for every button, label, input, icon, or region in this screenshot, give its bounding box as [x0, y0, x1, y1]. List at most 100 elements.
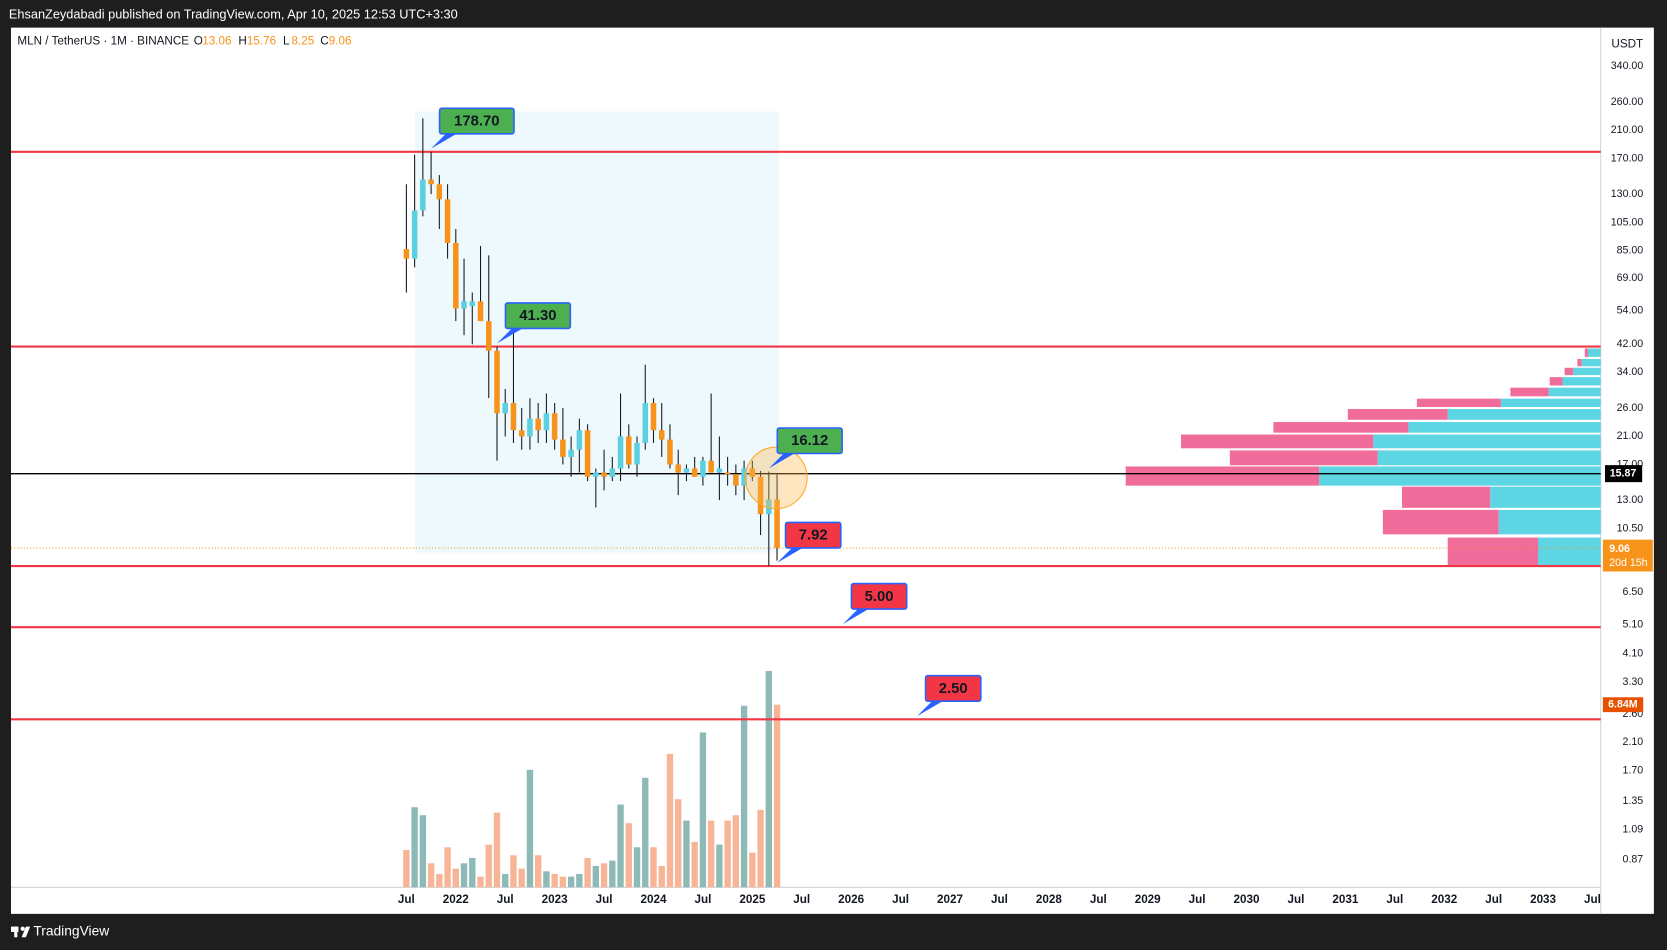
ohlc-value: 15.76: [247, 35, 276, 48]
volume-bar: [419, 815, 427, 888]
candle-body: [757, 476, 764, 515]
volume-bar: [469, 857, 476, 888]
range-box: [414, 111, 780, 553]
y-tick-label: 0.87: [1623, 853, 1644, 865]
profile-down: [1180, 434, 1374, 449]
ohlc-label: C: [320, 35, 328, 48]
candle-body: [527, 418, 533, 437]
candle-body: [535, 418, 541, 431]
volume-bar: [518, 868, 525, 888]
profile-up: [1490, 486, 1601, 508]
volume-bar: [609, 860, 616, 888]
candle-body: [601, 472, 607, 477]
callout: [776, 427, 843, 455]
candle-body: [749, 468, 756, 477]
y-tick-label: 210.00: [1611, 124, 1644, 136]
profile-up: [1573, 367, 1601, 376]
candle-body: [642, 403, 649, 443]
volume-bar: [576, 873, 583, 888]
volume-bar: [502, 873, 509, 888]
candle-body: [691, 468, 698, 477]
callout-label: 178.70: [454, 113, 499, 129]
volume-bar: [699, 732, 707, 888]
x-tick-label: Jul: [892, 893, 909, 906]
candle-body: [568, 449, 574, 457]
y-tick-label: 340.00: [1611, 60, 1644, 72]
volume-bar: [724, 820, 731, 888]
volume-bar: [716, 844, 723, 888]
candle-body: [428, 179, 434, 185]
callout-pointer: [842, 609, 869, 624]
candle-body: [494, 350, 500, 414]
x-tick-label: Jul: [1189, 893, 1206, 906]
candle-body: [461, 301, 467, 309]
y-tick-label: 54.00: [1617, 305, 1644, 317]
x-tick-label: Jul: [1584, 893, 1601, 906]
callout-label: 2.50: [939, 681, 968, 697]
hline-tag: [1604, 465, 1643, 483]
volume-bar: [749, 852, 756, 888]
candle-body: [469, 301, 476, 307]
callout-pointer: [431, 133, 457, 149]
volume-bar: [675, 799, 682, 888]
x-tick-label: Jul: [1485, 893, 1502, 906]
publisher: EhsanZeydabadi published on TradingView.…: [9, 6, 458, 21]
volume-bar: [642, 777, 649, 888]
profile-down: [1416, 398, 1501, 408]
candle-body: [626, 436, 632, 465]
candle-body: [436, 184, 443, 200]
candle-body: [411, 210, 418, 259]
x-tick-label: 2025: [739, 893, 765, 906]
volume-bar: [510, 855, 517, 888]
profile-up: [1498, 509, 1601, 535]
x-tick-label: Jul: [398, 893, 415, 906]
y-tick-label: 170.00: [1611, 152, 1644, 164]
ohlc-label: H: [238, 35, 246, 48]
x-tick-label: 2029: [1135, 893, 1161, 906]
profile-down: [1577, 358, 1582, 367]
volume-bar: [600, 863, 608, 888]
volume-bar: [584, 857, 591, 888]
x-tick-label: 2026: [838, 893, 864, 906]
callout: [924, 674, 982, 702]
callout-label: 5.00: [865, 589, 894, 605]
ohlc-value: 13.06: [202, 35, 231, 48]
volume-bar: [666, 753, 674, 888]
candle-body: [716, 468, 723, 473]
volume-bar: [773, 704, 781, 888]
profile-down: [1273, 422, 1409, 433]
volume-bar: [633, 847, 641, 888]
candle-body: [551, 413, 558, 440]
profile-up: [1562, 377, 1601, 386]
x-tick-label: 2031: [1332, 893, 1358, 906]
y-tick-label: 13.00: [1617, 494, 1644, 506]
candle-body: [502, 403, 508, 414]
y-tick-label: 10.50: [1617, 522, 1644, 534]
profile-up: [1581, 358, 1601, 367]
volume-bar: [543, 871, 550, 888]
y-unit: USDT: [1611, 38, 1643, 51]
y-tick-label: 85.00: [1617, 244, 1644, 256]
candle-body: [733, 474, 739, 486]
y-tick-label: 3.30: [1623, 676, 1644, 688]
candle-body: [667, 439, 673, 465]
price-tag: [1602, 539, 1653, 572]
profile-down: [1402, 486, 1491, 508]
ohlc-label: L: [283, 35, 290, 48]
candle-body: [634, 442, 640, 465]
y-tick-label: 2.10: [1623, 736, 1644, 748]
volume-bar: [691, 841, 698, 888]
brand: TradingView: [33, 923, 109, 939]
volume-bar: [757, 809, 764, 888]
volume-bar: [592, 865, 600, 888]
candle-body: [403, 249, 410, 259]
candle-body: [584, 430, 591, 477]
candle-body: [675, 464, 681, 473]
profile-up: [1447, 409, 1601, 420]
volume-bar: [493, 812, 501, 888]
volume-bar: [411, 807, 418, 888]
volume-bar: [485, 844, 492, 888]
ohlc-value: 9.06: [329, 35, 352, 48]
profile-down: [1382, 509, 1499, 535]
profile-down: [1549, 377, 1563, 386]
